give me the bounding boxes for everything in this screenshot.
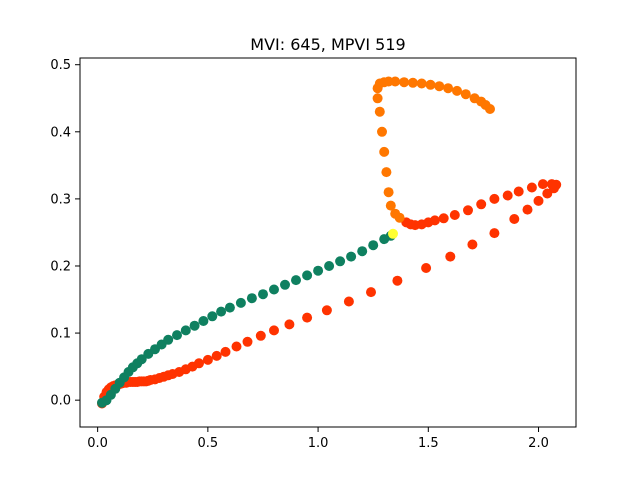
y-axis: 0.0 0.1 0.2 0.3 0.4 0.5 [50,58,80,409]
data-point-s1-25 [485,104,495,114]
data-point-s0-58 [513,186,524,197]
data-point-s1-13 [390,76,401,87]
data-point-s0-51 [533,195,544,206]
y-tick-label: 0.0 [50,394,71,409]
data-point-s2-24 [269,284,279,295]
data-point-s1-21 [460,89,471,100]
data-point-s2-20 [224,302,235,313]
data-point-s0-48 [489,228,500,239]
x-tick-label: 1.0 [308,436,329,451]
data-point-s0-40 [302,312,313,323]
data-point-s0-44 [392,275,403,286]
data-point-s2-28 [313,265,324,276]
data-point-s0-32 [202,354,213,365]
x-tick-label: 0.5 [198,436,219,451]
data-point-s1-19 [443,83,454,94]
data-point-s0-37 [255,330,266,341]
data-point-s2-30 [335,256,346,267]
data-point-s0-64 [438,213,449,224]
data-point-s0-63 [449,210,460,220]
data-point-s0-57 [526,182,537,193]
data-point-s1-3 [383,187,394,198]
data-point-s2-33 [368,240,379,251]
data-point-s2-13 [163,334,174,345]
data-point-s0-31 [194,358,204,369]
data-point-s2-15 [180,325,191,336]
y-tick-label: 0.2 [50,259,71,274]
data-point-s0-43 [366,287,376,298]
data-point-s2-22 [246,293,257,304]
data-point-s2-31 [346,251,357,262]
data-point-s1-7 [374,106,385,117]
data-point-s3-0 [388,228,398,239]
data-point-s2-18 [207,311,218,322]
y-tick-label: 0.1 [50,327,71,342]
data-marks [97,76,562,409]
x-tick-label: 1.5 [418,436,439,451]
data-point-s1-14 [399,77,410,88]
data-point-s2-14 [172,330,182,341]
data-point-s0-41 [321,305,332,316]
data-point-s0-34 [220,346,231,357]
data-point-s2-29 [324,261,335,271]
data-point-s0-55 [546,179,557,190]
data-point-s0-52 [542,188,553,199]
data-point-s2-26 [291,275,301,286]
data-point-s1-5 [379,146,390,157]
y-tick-label: 0.3 [50,192,71,207]
data-point-s1-1 [390,208,401,219]
data-point-s1-15 [407,77,418,88]
data-point-s0-42 [343,296,354,307]
data-point-s0-61 [476,199,487,210]
data-point-s1-17 [425,79,436,90]
data-point-s0-33 [211,350,222,361]
data-point-s0-36 [242,336,253,347]
data-point-s1-4 [381,167,392,178]
data-point-s1-20 [452,85,462,96]
data-point-s0-47 [467,239,478,250]
x-tick-label: 2.0 [528,436,549,451]
data-point-s0-39 [284,319,295,330]
data-point-s0-46 [445,251,456,262]
data-point-s0-49 [509,214,520,224]
data-point-s2-17 [198,316,209,326]
y-tick-label: 0.5 [50,58,71,73]
data-point-s2-21 [235,297,246,308]
data-point-s0-56 [537,179,548,190]
data-point-s0-35 [231,341,242,352]
data-point-s2-27 [302,270,313,281]
data-point-s1-2 [385,200,396,211]
data-point-s1-6 [377,126,387,137]
data-point-s0-45 [421,263,432,273]
data-point-s0-50 [522,204,533,215]
y-tick-label: 0.4 [50,125,71,140]
data-point-s2-25 [280,279,290,290]
x-tick-label: 0.0 [87,436,108,451]
data-point-s0-62 [463,205,473,216]
data-point-s0-38 [269,325,279,336]
data-point-s2-16 [189,320,200,331]
plot-area [80,58,576,427]
chart-title: MVI: 645, MPVI 519 [250,35,405,54]
data-point-s0-60 [489,193,500,204]
data-point-s1-18 [434,81,445,92]
data-point-s1-16 [416,78,427,89]
data-point-s2-23 [258,289,268,300]
plot-frame [79,57,577,428]
data-point-s1-8 [372,93,383,104]
data-point-s2-32 [357,246,368,257]
data-point-s2-19 [216,306,227,317]
x-axis: 0.0 0.5 1.0 1.5 2.0 [87,427,549,451]
data-point-s0-59 [502,190,513,201]
